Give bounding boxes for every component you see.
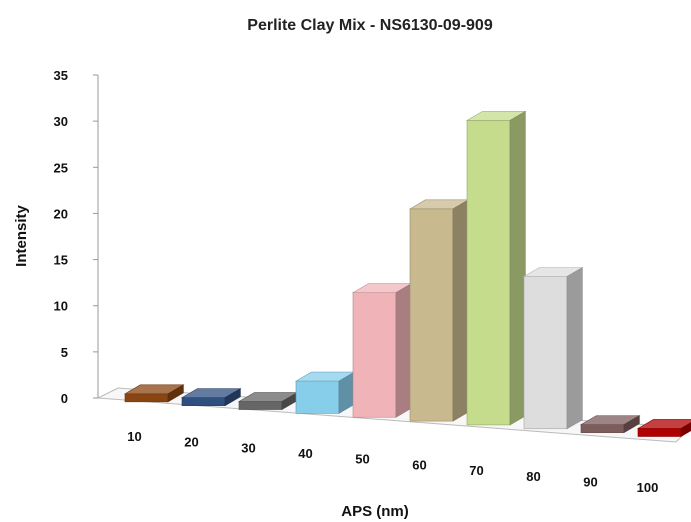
bar-front (181, 397, 226, 406)
bar-front (124, 393, 169, 403)
bar-side (566, 266, 583, 430)
bar-front (238, 401, 283, 410)
x-axis-ticks: 10 20 30 40 50 60 70 80 90 100 (127, 429, 658, 495)
bars (123, 110, 691, 438)
x-axis-title: APS (nm) (341, 503, 409, 520)
bar-side (224, 388, 241, 407)
bar (351, 283, 413, 418)
bar-front (466, 120, 511, 426)
y-tick-label: 20 (54, 206, 68, 221)
y-tick-label: 35 (54, 68, 68, 83)
bar (237, 392, 299, 411)
x-tick-label: 90 (583, 474, 597, 489)
bar-front (409, 208, 454, 422)
bar-side (395, 283, 412, 418)
x-tick-label: 70 (469, 463, 483, 478)
bar (465, 110, 527, 426)
bar-front (637, 428, 682, 437)
bar-side (509, 110, 526, 426)
bar (579, 415, 641, 434)
bar-top (636, 419, 691, 429)
bar-front (523, 276, 568, 430)
bar (123, 384, 185, 403)
bar (294, 371, 356, 414)
bar-front (352, 292, 397, 418)
bar (522, 266, 584, 430)
bar (408, 199, 470, 422)
x-tick-label: 60 (412, 457, 426, 472)
y-tick-label: 25 (54, 160, 68, 175)
x-tick-label: 50 (355, 452, 369, 467)
y-tick-label: 30 (54, 114, 68, 129)
x-tick-label: 20 (184, 435, 198, 450)
x-tick-label: 80 (526, 469, 540, 484)
bar-front (295, 380, 340, 414)
y-tick-label: 5 (61, 345, 68, 360)
bar-side (680, 422, 691, 438)
bar-side (167, 384, 184, 403)
y-tick-label: 0 (61, 391, 68, 406)
y-tick-label: 10 (54, 299, 68, 314)
bar (636, 419, 691, 438)
y-axis-title: Intensity (13, 205, 30, 267)
x-tick-label: 40 (298, 446, 312, 461)
bar-side (623, 415, 640, 434)
x-tick-label: 10 (127, 429, 141, 444)
x-tick-label: 30 (241, 440, 255, 455)
y-tick-label: 15 (54, 253, 68, 268)
y-axis: 0 5 10 15 20 25 30 35 (54, 68, 99, 406)
x-tick-label: 100 (637, 480, 659, 495)
bar-front (580, 424, 625, 433)
chart-title: Perlite Clay Mix - NS6130-09-909 (247, 17, 493, 34)
bar (180, 388, 242, 407)
bar-side (452, 199, 469, 422)
